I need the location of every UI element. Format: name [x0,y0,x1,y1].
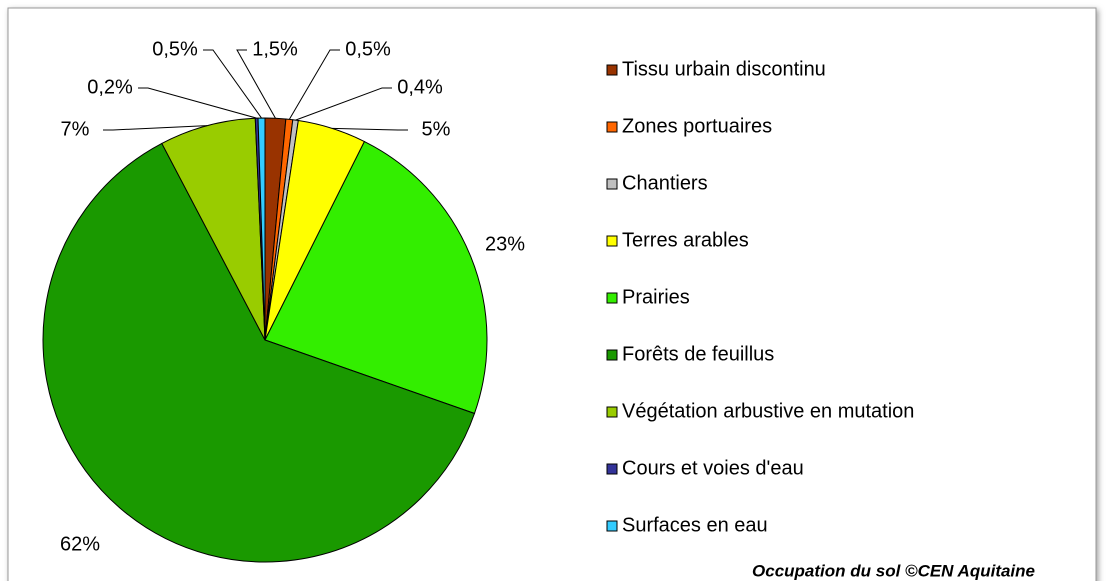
leader-line [332,127,408,131]
data-label: 0,5% [152,38,198,60]
legend-swatch [606,463,618,475]
leader-line [295,87,392,121]
legend-swatch [606,520,618,532]
legend-label: Prairies [622,286,690,308]
legend-label: Forêts de feuillus [622,343,774,365]
leader-line [138,87,257,119]
legend-label: Végétation arbustive en mutation [622,400,914,422]
leader-line [103,125,208,131]
legend-swatch [606,235,618,247]
legend-label: Terres arables [622,229,749,251]
data-label: 1,5% [252,38,298,60]
data-label: 0,5% [345,38,391,60]
leader-line [203,49,262,119]
legend-swatch [606,406,618,418]
pie-slice [42,142,476,563]
legend-label: Tissu urbain discontinu [622,58,826,80]
leader-line [288,49,340,120]
data-label: 7% [61,118,90,140]
legend-label: Zones portuaires [622,115,772,137]
data-label: 5% [422,118,451,140]
pie: 1,5% 0,5% 0,4% 5% 23% 62% 7% 0,2% 0,5% [42,38,525,563]
legend-label: Surfaces en eau [622,514,768,536]
data-label: 0,2% [87,76,133,98]
leader-line [236,49,276,119]
legend-swatch [606,178,618,190]
pie-slice [264,140,488,415]
legend-swatch [606,64,618,76]
legend-label: Chantiers [622,172,708,194]
legend-swatch [606,121,618,133]
caption: Occupation du sol ©CEN Aquitaine [752,561,1035,580]
data-label: 0,4% [397,76,443,98]
data-label: 62% [60,533,100,555]
legend: Tissu urbain discontinu Zones portuaires C… [606,58,914,536]
legend-swatch [606,292,618,304]
legend-label: Cours et voies d'eau [622,457,804,479]
legend-swatch [606,349,618,361]
data-label: 23% [485,233,525,255]
